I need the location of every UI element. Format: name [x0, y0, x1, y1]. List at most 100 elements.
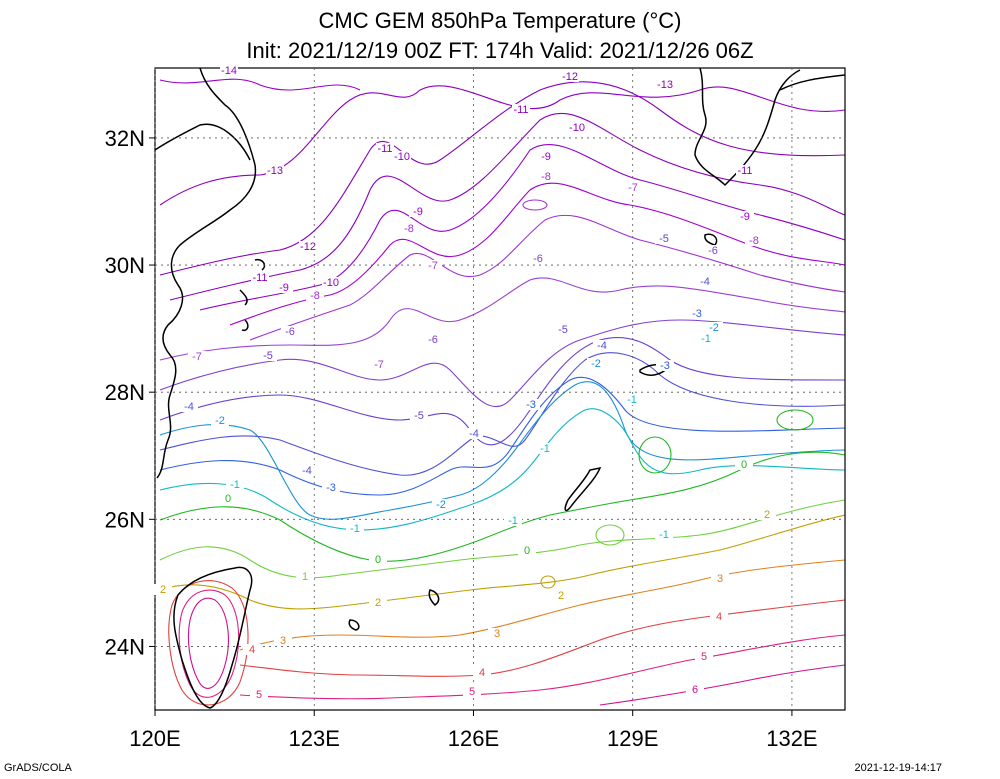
contour-label: -6 [708, 245, 718, 257]
lat-tick-label: 24N [105, 634, 145, 659]
contour-label-bg [275, 282, 293, 293]
contour-label: -2 [591, 358, 601, 370]
contour-label: -5 [558, 324, 568, 336]
contour-label: -12 [562, 71, 578, 83]
contour-label: -9 [413, 206, 423, 218]
contour-label: -8 [404, 223, 414, 235]
contour-label: -10 [394, 151, 410, 163]
contour-label-bg [758, 509, 776, 520]
contour-label: 6 [692, 684, 698, 696]
contour-label: -1 [701, 333, 711, 345]
contour-line [159, 514, 845, 610]
contour-label-bg [568, 122, 586, 133]
contour-label: 2 [375, 597, 381, 609]
coastline-tanegashima [704, 233, 718, 246]
contour-label-bg [735, 459, 753, 470]
contour-label-bg [504, 515, 522, 526]
contour-label: -6 [533, 253, 543, 265]
contour-label: -13 [267, 165, 283, 177]
contour-label-bg [710, 611, 728, 622]
contour-label-bg [306, 290, 324, 301]
contour-label-bg [736, 165, 754, 176]
contour-label-bg [409, 206, 427, 217]
contour-label-bg [346, 523, 364, 534]
contour-label: 0 [225, 493, 231, 505]
contour-label: -5 [263, 350, 273, 362]
contour-label-bg [259, 350, 277, 361]
contour-line [522, 199, 548, 211]
contour-label: -4 [469, 428, 479, 440]
contour-label: -2 [436, 499, 446, 511]
contour-label-bg [211, 415, 229, 426]
contour-label: 4 [249, 644, 255, 656]
footer-left: GrADS/COLA [4, 762, 72, 774]
contour-label-bg [410, 410, 428, 421]
contour-label-bg [266, 165, 284, 176]
contour-label: -6 [428, 334, 438, 346]
lat-tick-label: 30N [105, 253, 145, 278]
contour-label-bg [299, 241, 317, 252]
contour-label: -10 [569, 122, 585, 134]
contour-label-bg [424, 334, 442, 345]
contour-label: -3 [692, 308, 702, 320]
coastline-miyako [428, 589, 440, 606]
contour-label-bg [424, 260, 442, 271]
lon-tick-label: 126E [448, 726, 499, 751]
footer-right: 2021-12-19-14:17 [854, 762, 942, 774]
lon-tick-label: 132E [766, 726, 817, 751]
contour-label-bg [298, 465, 316, 476]
contour-label: 3 [717, 573, 723, 585]
contour-label-bg [745, 235, 763, 246]
contour-label: 5 [469, 686, 475, 698]
contour-label: 4 [479, 667, 485, 679]
contour-label: -1 [350, 523, 360, 535]
contour-label-bg [226, 479, 244, 490]
contour-label-bg [561, 71, 579, 82]
coastline-islands [239, 258, 266, 332]
contour-label: 3 [494, 628, 500, 640]
contour-label: -7 [428, 260, 438, 272]
axis-ticks: 32N 30N 28N 26N 24N 120E 123E 126E 129E 132E [105, 126, 818, 751]
contour-label: -13 [657, 79, 673, 91]
lon-tick-label: 123E [289, 726, 340, 751]
coastline-china [156, 68, 257, 479]
contour-label: -11 [737, 165, 752, 177]
contour-label: -7 [628, 182, 638, 194]
coastline-okinawa [564, 466, 602, 512]
contour-line [159, 81, 845, 276]
lon-tick-label: 129E [607, 726, 658, 751]
contour-label-bg [370, 359, 388, 370]
contour-label: -7 [374, 359, 384, 371]
contour-label: -1 [540, 443, 550, 455]
contour-label-bg [220, 65, 238, 76]
contour-line [239, 634, 845, 700]
contour-label-bg [219, 493, 237, 504]
contour-label-bg [465, 428, 483, 439]
contour-label: 5 [701, 651, 707, 663]
title-line-1: CMC GEM 850hPa Temperature (°C) [318, 8, 682, 33]
contour-label-bg [529, 253, 547, 264]
contour-label: -2 [215, 415, 225, 427]
contour-label: -3 [660, 360, 670, 372]
contour-line [239, 599, 845, 677]
contour-label-bg [251, 272, 269, 283]
lat-tick-label: 32N [105, 126, 145, 151]
contour-line [169, 112, 845, 301]
contour-line [168, 580, 249, 706]
contour-label-bg [463, 686, 481, 697]
contour-label: -4 [597, 340, 607, 352]
contour-line [595, 524, 625, 546]
coastline-yaeyama [348, 619, 360, 631]
contour-label-bg [688, 308, 706, 319]
contour-label-bg [512, 104, 530, 115]
contour-label-bg [154, 584, 172, 595]
contour-label: -2 [709, 322, 719, 334]
contour-label-bg [188, 351, 206, 362]
contour-line [239, 559, 845, 651]
contour-label: -5 [414, 410, 424, 422]
contour-label: -12 [300, 241, 316, 253]
contour-label-bg [400, 223, 418, 234]
contour-line [159, 451, 845, 562]
contour-label: -1 [627, 394, 637, 406]
plot-frame [154, 67, 846, 711]
